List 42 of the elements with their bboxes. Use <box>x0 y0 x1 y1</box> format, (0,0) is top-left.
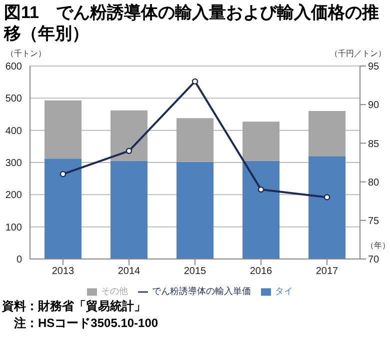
y-tick-label: 100 <box>5 222 22 234</box>
point <box>60 170 66 178</box>
y-tick-label: 200 <box>5 190 22 202</box>
y-tick-label: 600 <box>5 62 22 73</box>
y2-tick-label: 70 <box>368 254 380 266</box>
bar <box>44 100 82 159</box>
y-axis-title: （千トン） <box>6 48 46 59</box>
x-tick-label: 2017 <box>316 266 339 278</box>
bar <box>176 162 214 259</box>
bar <box>308 156 346 259</box>
y2-tick-label: 85 <box>368 138 380 150</box>
y2-tick-label: 75 <box>368 216 380 227</box>
legend-label: その他 <box>101 286 128 296</box>
x-axis-title: （年） <box>366 240 390 251</box>
y-tick-label: 0 <box>16 254 22 266</box>
bar <box>110 110 148 161</box>
bar <box>242 160 280 259</box>
point <box>258 186 264 193</box>
x-tick-label: 2016 <box>250 266 273 278</box>
bar <box>176 118 214 162</box>
text: 資料：財務省「貿易統計」 <box>2 298 147 315</box>
legend-label: タイ <box>275 286 293 296</box>
chart-title: 図11 でん粉誘導体の輸入量および輸入価格の推移（年別） <box>2 2 380 45</box>
legend-label: でん粉誘導体の輸入単価 <box>152 286 251 296</box>
y2-axis-title: （千円／トン） <box>330 48 386 59</box>
bar <box>242 122 280 161</box>
y-tick-label: 500 <box>5 94 22 105</box>
point <box>192 78 198 85</box>
point <box>126 148 132 154</box>
y2-tick-label: 90 <box>368 100 380 112</box>
y-tick-label: 300 <box>5 158 22 170</box>
x-tick-label: 2014 <box>118 266 141 278</box>
y2-tick-label: 95 <box>368 62 380 73</box>
x-tick-label: 2015 <box>184 266 207 278</box>
bar <box>110 160 148 259</box>
y-tick-label: 400 <box>5 126 22 137</box>
y2-tick-label: 80 <box>368 177 380 188</box>
bar <box>308 111 346 156</box>
bar <box>44 158 82 259</box>
point <box>324 194 330 200</box>
text: 注：HSコード3505.10-100 <box>13 315 160 332</box>
x-tick-label: 2013 <box>52 266 75 278</box>
